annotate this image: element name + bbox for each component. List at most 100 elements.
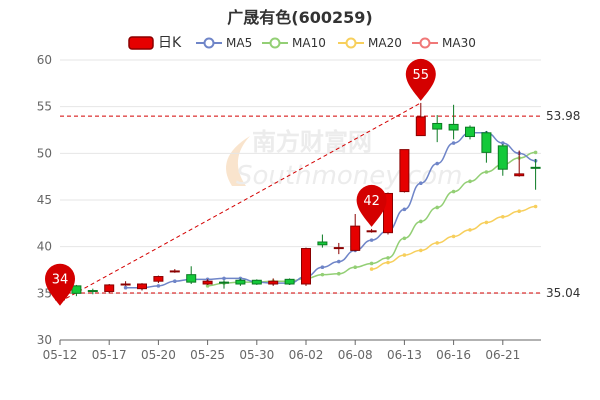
x-tick-label: 05-25	[190, 348, 225, 362]
ma10-point	[386, 256, 390, 260]
candle-body	[169, 270, 180, 273]
ma20-point	[386, 260, 390, 265]
x-tick-label: 06-16	[436, 348, 471, 362]
ma5-point	[337, 259, 341, 264]
ma20-point	[501, 215, 505, 219]
candle-body	[481, 132, 492, 153]
ma10-point	[353, 265, 358, 270]
ma10-point	[337, 271, 341, 276]
legend-label-ma5: MA5	[226, 36, 253, 50]
candle-body	[71, 285, 82, 294]
price-marker-label: 42	[363, 194, 380, 209]
candle-body	[530, 166, 541, 169]
candle-body	[219, 281, 229, 284]
ma5-point	[222, 276, 226, 281]
candle-body	[284, 278, 295, 285]
ma10-point	[205, 284, 210, 288]
ma20-point	[402, 253, 407, 257]
legend-k-swatch-icon	[128, 36, 154, 50]
candle-body	[251, 279, 262, 285]
candle-body	[186, 274, 197, 283]
ma5-line	[125, 132, 536, 289]
candle-body	[120, 283, 131, 286]
ma20-point	[451, 234, 456, 239]
price-marker-pin	[405, 58, 436, 101]
x-tick-label: 06-08	[338, 348, 373, 362]
y-tick-label: 40	[37, 240, 52, 254]
ma5-point	[402, 207, 407, 212]
candle-body	[465, 126, 475, 138]
ma20-point	[369, 267, 374, 271]
x-tick-label: 06-02	[289, 348, 324, 362]
candle-body	[153, 276, 164, 282]
ma5-point	[320, 265, 325, 270]
ma20-point	[484, 220, 489, 225]
ma5-point	[173, 279, 177, 284]
candle-body	[399, 149, 410, 193]
reference-line-label: 35.04	[546, 286, 580, 300]
ma10-point	[533, 150, 538, 155]
ma5-point	[156, 284, 161, 288]
legend-label-ma30: MA30	[442, 36, 476, 50]
candle-body	[87, 290, 98, 293]
y-tick-label: 60	[37, 53, 52, 67]
x-tick-label: 05-20	[141, 348, 176, 362]
legend-label-ma10: MA10	[292, 36, 326, 50]
price-marker-pin	[45, 263, 75, 306]
axis-layer: 30 35 40 45 50 55 60 05-12 05-17 05-20 05-25 05-30 0…	[37, 53, 541, 362]
x-tick-label: 05-30	[239, 348, 274, 362]
ma5-point	[419, 181, 423, 185]
x-tick-label: 05-12	[43, 348, 78, 362]
candle-body	[235, 279, 246, 285]
candle-body	[202, 280, 213, 285]
legend-label-k: 日K	[158, 35, 182, 51]
candle-body	[350, 225, 361, 251]
markers-layer: 34 42 55	[45, 58, 436, 306]
reference-lines: 53.98 35.04	[59, 102, 580, 303]
ma10-point	[419, 219, 423, 224]
ma5-point	[435, 161, 440, 166]
candle-body	[415, 116, 426, 137]
legend-ma10-swatch-icon	[262, 37, 288, 49]
candle-body	[366, 230, 377, 233]
y-tick-label: 35	[37, 286, 52, 300]
ma20-point	[435, 241, 440, 245]
y-tick-label: 30	[37, 333, 52, 347]
candle-body	[104, 284, 115, 292]
y-tick-label: 50	[37, 146, 52, 160]
candle-body	[383, 192, 393, 234]
legend-ma20-swatch-icon	[338, 37, 364, 49]
ma10-point	[435, 205, 440, 210]
ma20-point	[419, 248, 423, 253]
ma5-point	[451, 141, 456, 145]
trend-line	[59, 102, 422, 303]
price-marker-pin	[356, 184, 387, 227]
legend-ma30-swatch-icon	[412, 37, 438, 49]
ma10-point	[369, 261, 374, 266]
candle-body	[432, 122, 443, 130]
ma5-point	[501, 141, 505, 145]
y-tick-label: 45	[37, 193, 52, 207]
candle-body	[497, 145, 508, 170]
candle-body	[301, 248, 311, 285]
candle-body	[448, 123, 459, 131]
legend-ma5-swatch-icon	[196, 37, 222, 49]
reference-line-label: 53.98	[546, 109, 580, 123]
ma20-point	[533, 204, 538, 209]
ma10-point	[320, 272, 325, 277]
x-tick-label: 06-21	[485, 348, 520, 362]
chart-title: 广晟有色(600259)	[227, 8, 373, 27]
candle-body	[268, 280, 279, 285]
ma10-point	[451, 189, 456, 194]
x-tick-label: 05-17	[92, 348, 127, 362]
ma10-point	[484, 170, 489, 174]
legend-label-ma20: MA20	[368, 36, 402, 50]
ma5-point	[369, 238, 374, 242]
svg-text:Southmoney.com: Southmoney.com	[236, 161, 462, 191]
grid-layer	[60, 59, 541, 341]
svg-text:南方财富网: 南方财富网	[252, 128, 372, 156]
candle-body	[317, 241, 328, 246]
watermark-logo: 南方财富网 Southmoney.com	[226, 128, 462, 191]
ma10-point	[402, 236, 407, 241]
